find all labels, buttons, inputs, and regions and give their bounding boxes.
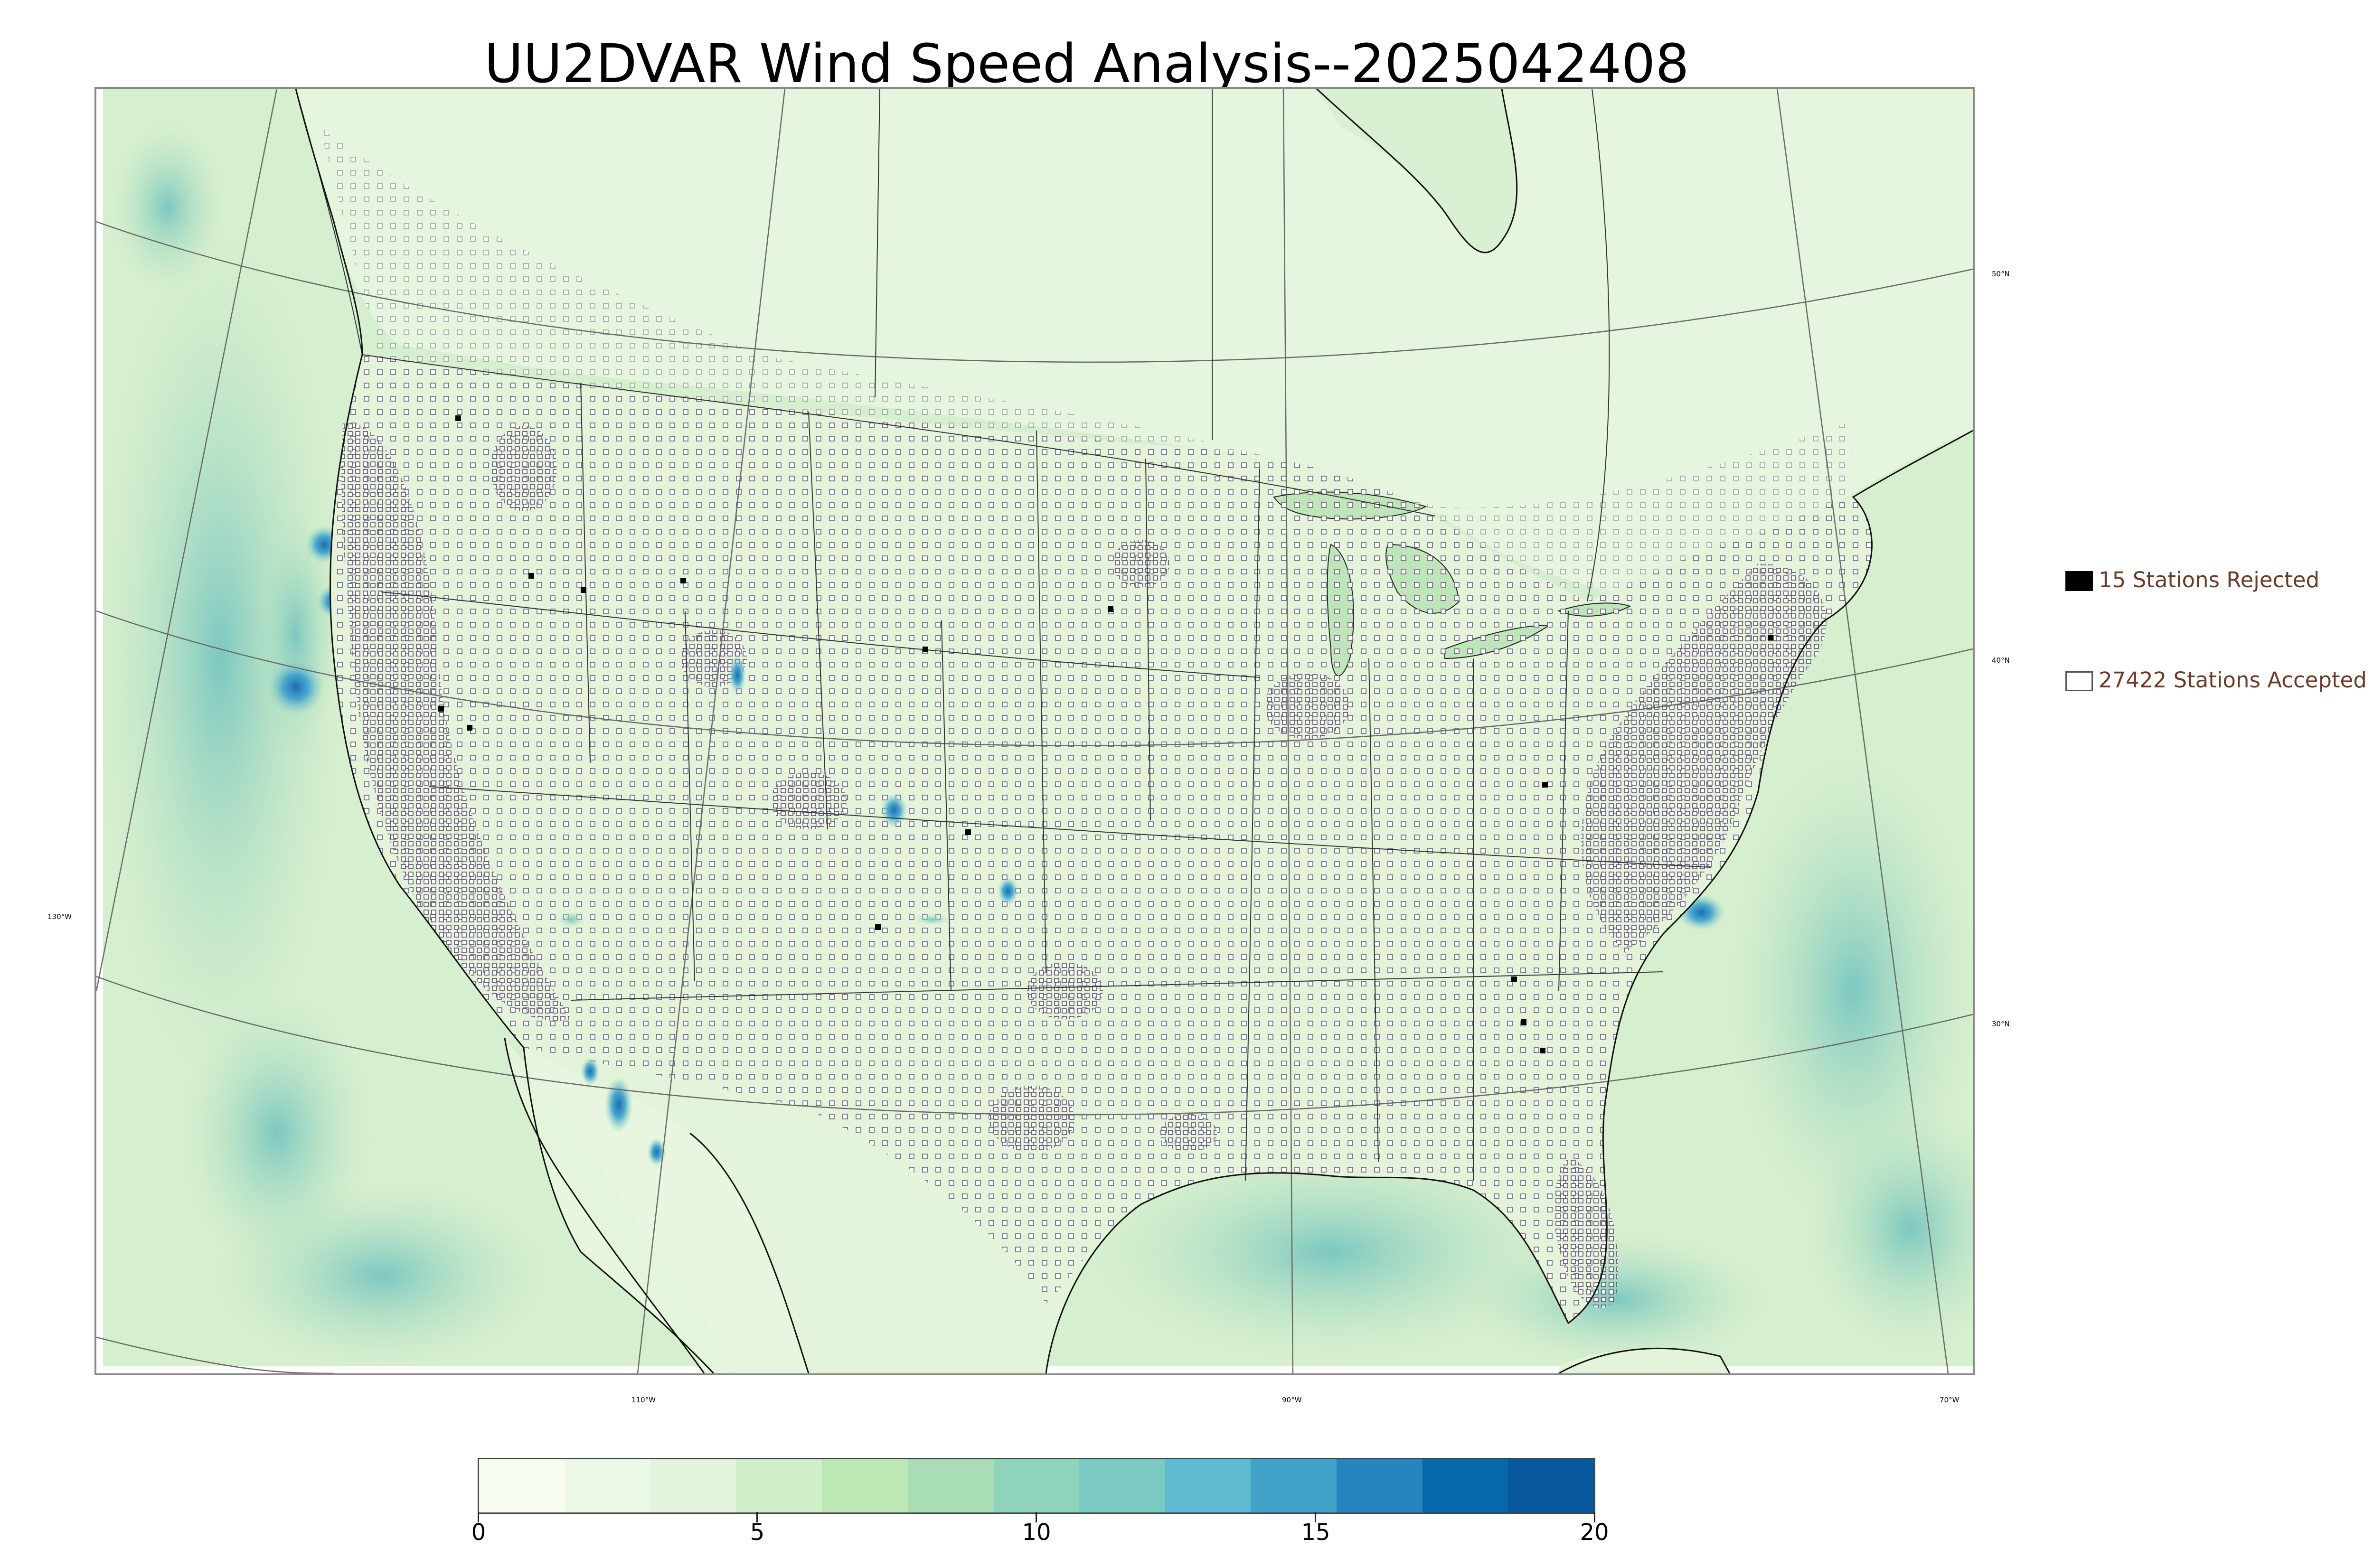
colorbar-segment: [993, 1459, 1080, 1512]
rejected-swatch: [2065, 571, 2093, 591]
lat-label-50n: 50°N: [1992, 270, 2010, 278]
cuba-land: [1559, 1348, 1730, 1373]
colorbar-segment: [908, 1459, 994, 1512]
colorbar-segment: [565, 1459, 651, 1512]
accepted-label: 27422 Stations Accepted: [2099, 667, 2367, 693]
colorbar-segment: [650, 1459, 736, 1512]
latitude-lines: [96, 221, 1973, 1373]
wind-speed-colorbar: [478, 1458, 1595, 1514]
stations-colorado-dense: [771, 772, 847, 829]
baja-peninsula: [505, 1038, 733, 1373]
lon-label-70w: 70°W: [1940, 1396, 1959, 1404]
stations-florida-dense: [1554, 1157, 1619, 1308]
lat-label-40n: 40°N: [1992, 656, 2010, 665]
stations-east-coast-dense: [1581, 563, 1827, 953]
longitude-lines: [96, 89, 1949, 1373]
stations-usa: [330, 355, 1872, 1323]
colorbar-label-5: 5: [750, 1519, 765, 1546]
colorbar-tick: [1315, 1512, 1316, 1522]
colorbar-segment: [1165, 1459, 1251, 1512]
colorbar-tick: [756, 1512, 758, 1522]
colorbar-segment: [822, 1459, 908, 1512]
lon-label-130w: 130°W: [47, 912, 72, 921]
mexico-land: [524, 1048, 809, 1373]
colorbar-segment: [479, 1459, 565, 1512]
colorbar-segment: [1079, 1459, 1165, 1512]
lon-label-90w: 90°W: [1282, 1396, 1302, 1404]
hudson-bay: [1317, 89, 1517, 253]
rejected-label: 15 Stations Rejected: [2099, 567, 2320, 592]
stations-west-coast-dense: [341, 421, 571, 1021]
colorbar-segment: [736, 1459, 822, 1512]
pacific-wind-max: [267, 658, 324, 715]
lat-label-30n: 30°N: [1992, 1020, 2010, 1028]
coastlines: [295, 89, 1973, 1373]
colorbar-tick: [1036, 1512, 1037, 1522]
colorbar-label-15: 15: [1301, 1519, 1330, 1546]
colorbar-segment: [1251, 1459, 1337, 1512]
colorbar-segment: [1422, 1459, 1508, 1512]
colorbar-label-10: 10: [1022, 1519, 1051, 1546]
rejected-stations: [438, 415, 1773, 1053]
lon-label-110w: 110°W: [631, 1396, 656, 1404]
page-title: UU2DVAR Wind Speed Analysis--2025042408: [484, 33, 1689, 95]
map-panel[interactable]: [94, 87, 1975, 1375]
colorbar-tick: [1594, 1512, 1595, 1522]
colorbar-tick: [478, 1512, 479, 1522]
colorbar-label-0: 0: [471, 1519, 486, 1546]
colorbar-segment: [1337, 1459, 1423, 1512]
accepted-swatch: [2065, 671, 2093, 691]
colorbar-segment: [1508, 1459, 1594, 1512]
pacific-wind-band: [96, 231, 343, 1086]
wind-speed-map[interactable]: [96, 89, 1973, 1373]
colorbar-label-20: 20: [1580, 1519, 1609, 1546]
